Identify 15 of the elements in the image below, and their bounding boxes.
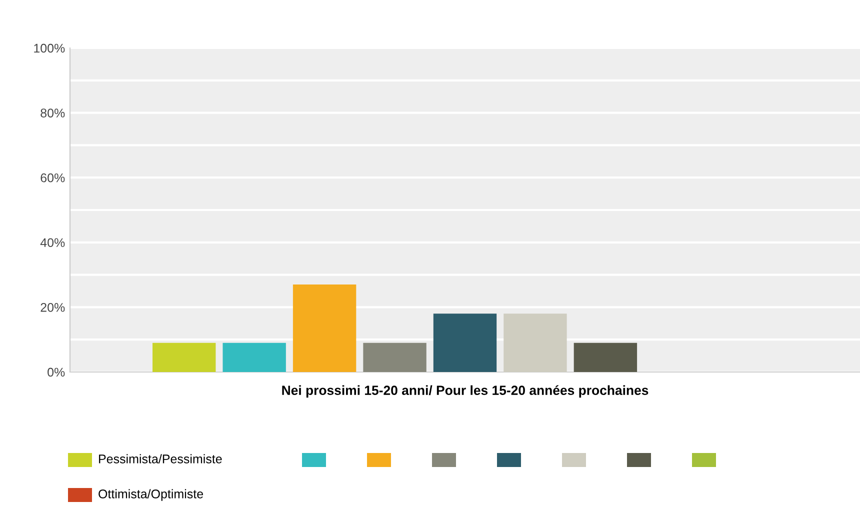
y-tick-label: 80% xyxy=(40,108,65,118)
legend-label: Ottimista/Optimiste xyxy=(98,489,204,501)
y-tick-label: 0% xyxy=(48,368,65,377)
bar xyxy=(574,342,638,372)
x-axis-title: Nei prossimi 15-20 anni/ Pour les 15-20 années prochaines xyxy=(282,385,648,398)
bar xyxy=(152,342,216,372)
bar xyxy=(222,342,286,372)
bar xyxy=(292,284,356,372)
bar xyxy=(433,314,497,372)
y-tick-label: 40% xyxy=(40,238,65,248)
y-tick-label: 60% xyxy=(40,173,65,182)
legend-label: Pessimista/Pessimiste xyxy=(99,454,222,464)
y-tick-label: 100% xyxy=(34,44,65,53)
y-tick-label: 20% xyxy=(40,303,65,312)
bar xyxy=(363,342,426,372)
